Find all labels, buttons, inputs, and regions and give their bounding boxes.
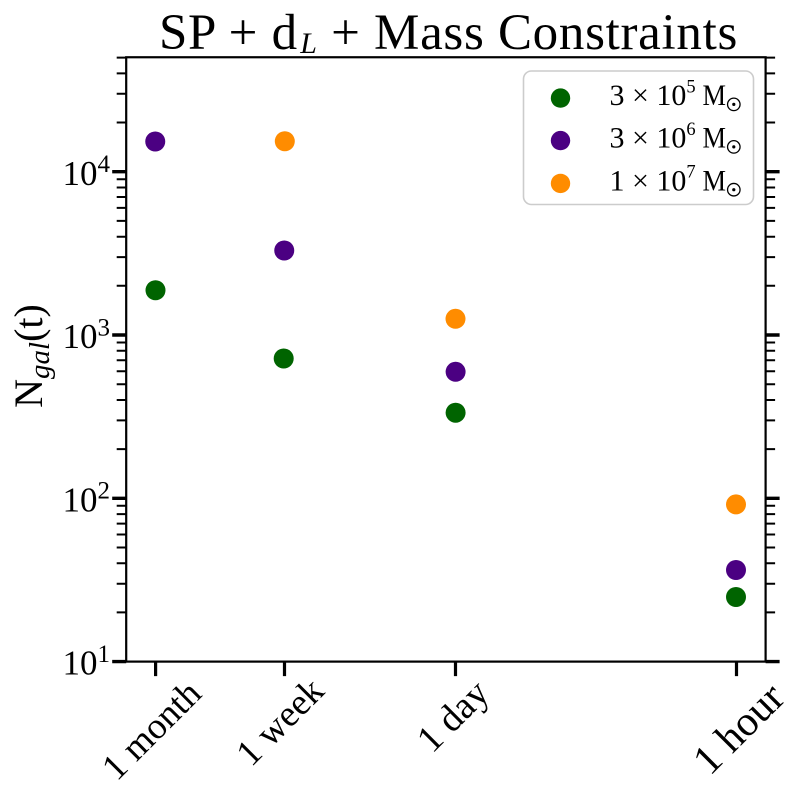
- svg-text:1 × 107: 1 × 107: [610, 163, 696, 198]
- svg-text:3 × 106: 3 × 106: [610, 120, 696, 155]
- svg-text:SP + dL + Mass Constraints: SP + dL + Mass Constraints: [159, 5, 738, 61]
- svg-text:3 × 105: 3 × 105: [610, 77, 696, 112]
- svg-text:Ngal(t): Ngal(t): [6, 304, 56, 408]
- svg-text:M: M: [703, 79, 727, 112]
- svg-text:M: M: [703, 164, 727, 197]
- svg-text:M: M: [703, 122, 727, 155]
